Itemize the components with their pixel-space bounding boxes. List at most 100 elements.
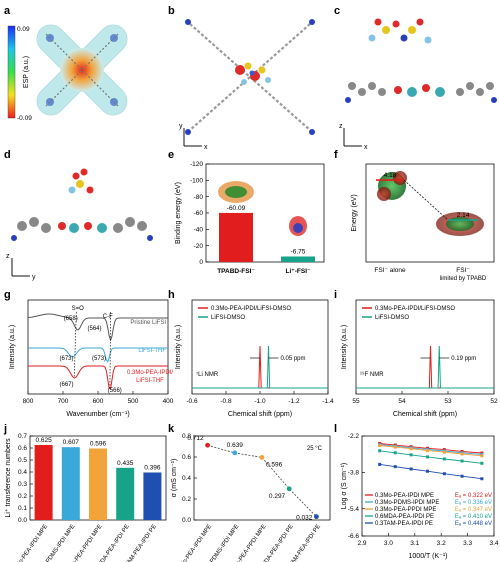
panel-l-data-point	[442, 472, 446, 476]
panel-j-ylabel: Li⁺ transference numbers	[4, 438, 12, 518]
panel-l-xtick-label: 2.9	[357, 540, 366, 547]
panel-k: k σ (mS cm⁻¹) 25 °C 0.0 0.2 0.4 0.6 0.80.712…	[168, 423, 331, 562]
panel-l-ytick-label: -6.6	[348, 533, 360, 540]
panel-letter-e: e	[168, 149, 174, 161]
panel-e-ytick-label: -60	[194, 210, 204, 217]
panel-letter-g: g	[4, 289, 11, 301]
panel-l-activation-energy: Eₐ = 0.448 eV	[455, 521, 492, 527]
panel-l-data-point	[480, 477, 484, 481]
panel-l-activation-energy: Eₐ = 0.347 eV	[455, 507, 492, 513]
colorbar-title: ESP (a.u.)	[23, 56, 30, 88]
panel-g-annotation: S=O	[72, 306, 85, 312]
axis-x-label-b: x	[204, 144, 208, 151]
panel-i-legend-label: 0.3Mo-PEA-IPDI/LiFSI-DMSO	[375, 306, 455, 312]
panel-j-ytick-label: 0.2	[18, 493, 27, 500]
panel-g-series-line	[28, 347, 168, 363]
panel-j-bar	[116, 467, 135, 520]
panel-g-series-line	[27, 313, 168, 342]
panel-g-series-label: LiFSI-THF	[138, 348, 166, 354]
panel-letter-b: b	[168, 5, 175, 17]
panel-h-nucleus-label: ⁷Li NMR	[196, 371, 219, 378]
panel-i-peak-line	[356, 345, 494, 389]
molecule-top-view	[185, 19, 315, 135]
panel-l-data-point	[425, 455, 429, 459]
panel-k-trend-line	[207, 444, 317, 517]
panel-j-ytick-label: 0.4	[18, 469, 27, 476]
panel-l-data-point	[378, 449, 382, 453]
esp-colorbar	[7, 25, 16, 119]
panel-l-xlabel: 1000/T (K⁻¹)	[409, 553, 448, 560]
panel-j-ytick-label: 0.3	[18, 481, 27, 488]
panel-g-xtick-label: 800	[23, 398, 34, 405]
panel-l-xtick-label: 3.3	[463, 540, 472, 547]
panel-i-xtick-label: 52	[490, 398, 498, 405]
panel-l-data-point	[480, 454, 484, 458]
panel-h-xtick-label: -1.4	[322, 398, 334, 405]
panel-e-ytick-label: -80	[194, 194, 204, 201]
panel-l-data-point	[460, 459, 464, 463]
panel-letter-h: h	[168, 289, 175, 301]
panel-l-ytick-label: -3.8	[348, 470, 360, 477]
panel-g-annotation: C-F	[103, 314, 113, 320]
panel-g-series-label: 0.3Mo-PEA-IPDI/	[127, 370, 173, 376]
panel-l-data-point	[393, 445, 397, 449]
panel-f-transition-line	[403, 179, 449, 221]
panel-g-annotation: (566)	[108, 388, 122, 394]
panel-j-bar-value: 0.435	[117, 460, 134, 467]
panel-j-bar-value: 0.396	[144, 464, 161, 471]
panel-h-xtick-label: -0.6	[186, 398, 198, 405]
panel-l-data-point	[425, 449, 429, 453]
panel-l-data-point	[409, 453, 413, 457]
panel-g: g Intensity (a.u.) Wavenumber (cm⁻¹) 800…	[4, 289, 174, 418]
axes-indicator-b: y x	[179, 123, 208, 151]
panel-i-ylabel: Intensity (a.u.)	[341, 325, 348, 369]
panel-l-ytick-label: -2.2	[348, 433, 360, 440]
panel-i: i Intensity (a.u.) Chemical shift (ppm) …	[334, 289, 498, 418]
panel-e-bar-value: -60.09	[227, 205, 246, 212]
panel-e-molecule-images	[218, 181, 307, 236]
panel-j-ytick-label: 0.7	[18, 433, 27, 440]
panel-l-xtick-label: 3.2	[437, 540, 446, 547]
panel-l-data-point	[460, 474, 464, 478]
axis-x-label-c: x	[364, 144, 368, 151]
panel-g-guide-line	[73, 311, 77, 379]
panel-g-xtick-label: 600	[93, 398, 104, 405]
panel-h: h Intensity (a.u.) Chemical shift (ppm) …	[168, 289, 334, 418]
panel-g-annotation: (667)	[59, 382, 73, 388]
panel-f-level-label: FSI⁻ alone	[374, 267, 406, 274]
panel-i-xtick-label: 54	[398, 398, 406, 405]
panel-k-point-value: 0.712	[187, 435, 204, 442]
panel-l-data-point	[480, 461, 484, 465]
panel-j: j Li⁺ transference numbers 0.0 0.1 0.2 0.3 0…	[3, 423, 167, 562]
panel-l-legend-label: 0.6MDA-PEA-IPDI PE	[375, 514, 434, 520]
panel-i-xtick-label: 55	[352, 398, 360, 405]
panel-l-legend-label: 0.3Mo-PDMS-IPDI MPE	[375, 500, 439, 506]
panel-j-bar	[89, 448, 107, 520]
panel-i-legend-label: LiFSI-DMSO	[375, 315, 409, 321]
panel-l-ylabel: Log σ (S cm⁻¹)	[341, 463, 348, 510]
panel-letter-a: a	[4, 5, 11, 17]
panel-l-data-point	[425, 469, 429, 473]
molecule-side-view-xz	[345, 18, 497, 103]
panel-l-data-point	[409, 447, 413, 451]
panel-g-series-label: Pristine LiFSI	[130, 320, 166, 326]
panel-l-data-point	[378, 444, 382, 448]
panel-e-ytick-label: -100	[190, 178, 203, 185]
panel-e-category-label: TPABD-FSI⁻	[217, 268, 255, 275]
panel-h-peak-line	[192, 345, 328, 389]
panel-k-ytick-label: 0.2	[182, 496, 191, 503]
panel-j-bar-value: 0.607	[63, 439, 80, 446]
panel-j-bar	[34, 445, 53, 520]
panel-f-level-label: FSI⁻	[456, 267, 470, 274]
axis-y-label-b: y	[179, 123, 183, 130]
colorbar-max-label: 0.09	[17, 26, 30, 33]
panel-c: c z x	[334, 5, 497, 151]
panel-e-ylabel: Binding energy (eV)	[175, 182, 182, 244]
panel-j-ytick-label: 0.6	[18, 445, 27, 452]
panel-letter-l: l	[334, 423, 337, 435]
axis-z-label-c: z	[339, 123, 343, 130]
panel-g-annotation: (573)	[92, 356, 106, 362]
panel-k-ytick-label: 0.4	[182, 475, 191, 482]
panel-letter-f: f	[334, 149, 338, 161]
panel-i-xlabel: Chemical shift (ppm)	[393, 411, 457, 418]
